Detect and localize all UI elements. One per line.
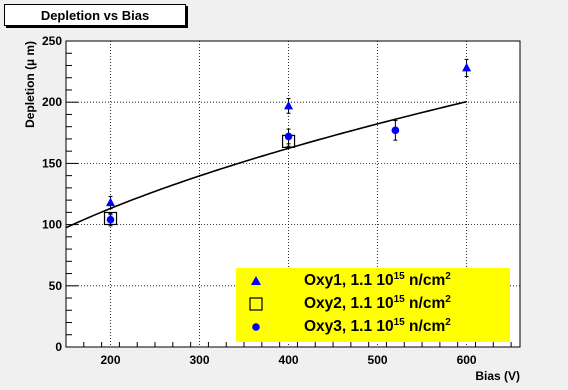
x-tick-label: 500 <box>368 353 388 367</box>
chart-title-text: Depletion vs Bias <box>40 7 150 23</box>
legend-label: Oxy1, 1.1 1015 n/cm2 <box>304 271 451 290</box>
legend-label: Oxy3, 1.1 1015 n/cm2 <box>304 317 451 336</box>
y-axis-label: Depletion (µ m) <box>23 41 37 128</box>
y-tick-label: 0 <box>55 340 62 354</box>
data-point-circle <box>391 126 400 135</box>
legend-label: Oxy2, 1.1 1015 n/cm2 <box>304 294 451 313</box>
legend-item-oxy2: Oxy2, 1.1 1015 n/cm2 <box>236 293 510 315</box>
data-point-circle <box>106 215 115 224</box>
y-tick-label: 250 <box>42 34 62 48</box>
data-point-circle <box>284 132 293 141</box>
circle-marker-icon <box>252 323 260 331</box>
fit-curve <box>65 100 467 229</box>
legend: Oxy1, 1.1 1015 n/cm2 Oxy2, 1.1 1015 n/cm… <box>236 268 510 342</box>
legend-item-oxy3: Oxy3, 1.1 1015 n/cm2 <box>236 316 510 338</box>
x-tick-label: 400 <box>279 353 299 367</box>
x-tick-label: 200 <box>100 353 120 367</box>
legend-item-oxy1: Oxy1, 1.1 1015 n/cm2 <box>236 270 510 292</box>
data-point-triangle <box>284 100 294 110</box>
x-tick-label: 600 <box>457 353 477 367</box>
y-tick-label: 200 <box>42 95 62 109</box>
data-point-triangle <box>106 197 116 207</box>
y-tick-label: 150 <box>42 156 62 170</box>
y-tick-label: 50 <box>49 279 63 293</box>
y-tick-label: 100 <box>42 218 62 232</box>
x-axis-label: Bias (V) <box>475 369 520 383</box>
data-point-triangle <box>462 62 472 72</box>
x-tick-label: 300 <box>190 353 210 367</box>
chart-title: Depletion vs Bias <box>4 4 186 26</box>
square-marker-icon <box>249 297 263 311</box>
plot-frame <box>65 40 521 348</box>
triangle-marker-icon <box>251 276 261 285</box>
